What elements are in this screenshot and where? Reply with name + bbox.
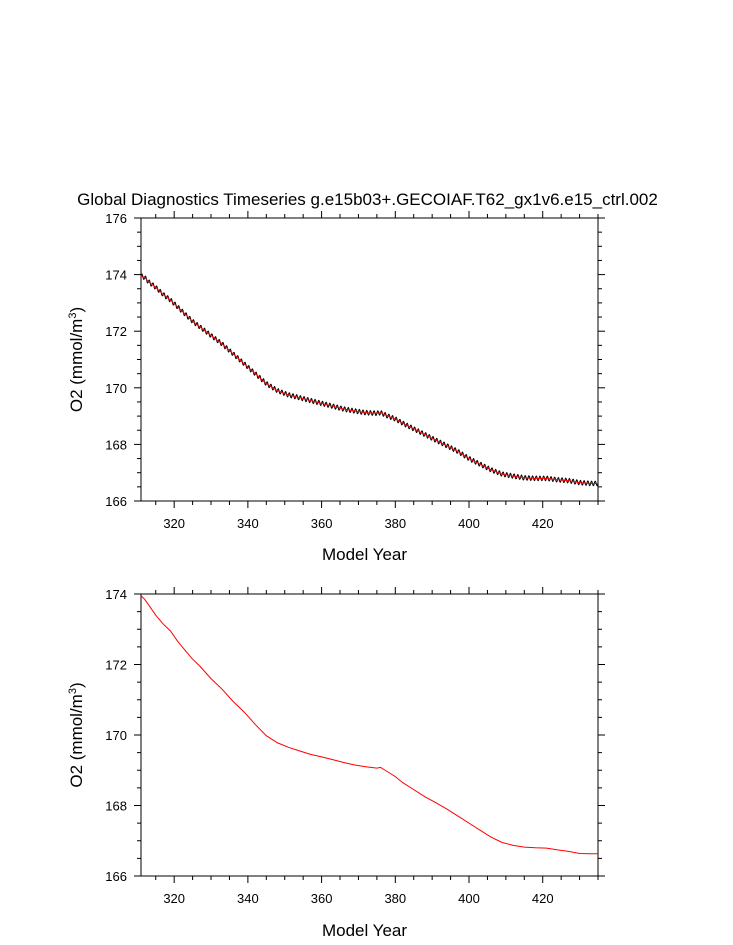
annual-series-line <box>140 275 598 484</box>
x-tick-label: 320 <box>163 891 185 906</box>
y-tick-label: 176 <box>105 211 127 226</box>
chart-title: Global Diagnostics Timeseries g.e15b03+.… <box>77 190 658 209</box>
annual-series-line <box>140 595 598 855</box>
x-tick-label: 380 <box>384 891 406 906</box>
x-tick-label: 420 <box>532 891 554 906</box>
y-axis-title: O2 (mmol/m3) <box>67 682 86 787</box>
y-tick-label: 172 <box>105 658 127 673</box>
y-tick-label: 166 <box>105 494 127 509</box>
y-tick-label: 166 <box>105 869 127 884</box>
y-axis-title: O2 (mmol/m3) <box>67 307 86 412</box>
y-tick-label: 172 <box>105 324 127 339</box>
y-tick-label: 174 <box>105 268 127 283</box>
x-tick-label: 380 <box>384 516 406 531</box>
plot-frame <box>140 593 599 877</box>
plot-frame <box>140 217 599 502</box>
y-tick-label: 174 <box>105 587 127 602</box>
x-tick-label: 360 <box>311 891 333 906</box>
x-tick-label: 340 <box>237 891 259 906</box>
x-tick-label: 420 <box>532 516 554 531</box>
y-tick-label: 168 <box>105 437 127 452</box>
y-tick-label: 170 <box>105 381 127 396</box>
y-tick-label: 168 <box>105 799 127 814</box>
x-tick-label: 320 <box>163 516 185 531</box>
x-axis-title: Model Year <box>322 921 407 940</box>
y-tick-label: 170 <box>105 728 127 743</box>
x-tick-label: 400 <box>458 891 480 906</box>
x-tick-label: 340 <box>237 516 259 531</box>
monthly-series-line <box>140 273 599 487</box>
x-tick-label: 400 <box>458 516 480 531</box>
x-tick-label: 360 <box>311 516 333 531</box>
x-axis-title: Model Year <box>322 545 407 564</box>
